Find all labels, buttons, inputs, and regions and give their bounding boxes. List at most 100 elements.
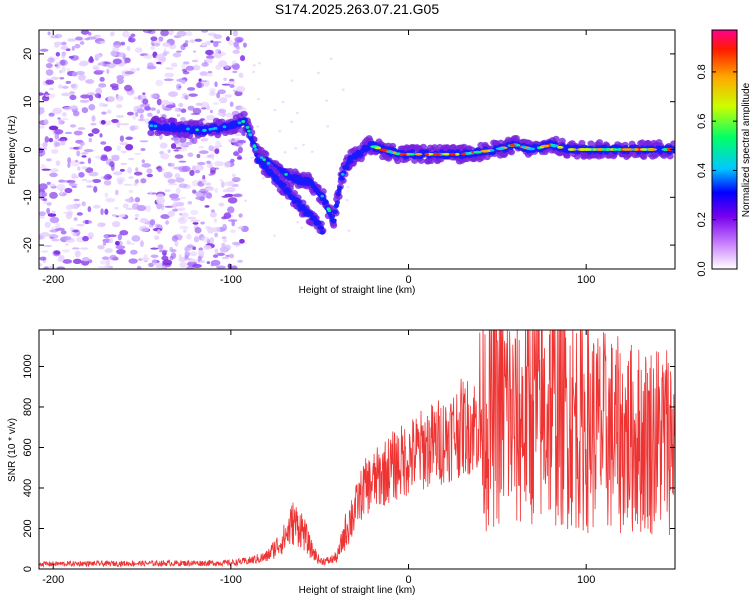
spectral-blob — [140, 240, 144, 248]
spectral-blob — [71, 45, 75, 51]
ridge-core — [259, 156, 264, 160]
spectral-blob — [73, 217, 78, 221]
spectral-blob — [69, 124, 77, 128]
spectral-blob — [81, 257, 90, 262]
spectral-blob — [181, 63, 186, 69]
spectral-blob — [87, 31, 92, 36]
spectral-blob — [225, 112, 234, 118]
spectral-blob — [47, 213, 57, 217]
ridge-mid — [335, 191, 341, 197]
spectral-blob — [148, 262, 154, 268]
spectral-blob — [111, 220, 121, 228]
spectral-blob — [163, 172, 168, 176]
ridge-core — [208, 127, 213, 131]
spectral-blob — [141, 159, 145, 164]
spectral-blob — [186, 87, 196, 91]
ridge-core — [253, 148, 258, 151]
spectral-blob — [99, 102, 105, 108]
spectral-blob — [171, 235, 179, 242]
spectral-blob — [100, 141, 107, 145]
spectral-blob — [198, 150, 209, 155]
spectral-blob — [179, 225, 189, 230]
spectral-blob — [92, 66, 100, 71]
spectral-blob — [96, 70, 105, 73]
x-tick-label: -200 — [42, 274, 64, 286]
spectral-blob — [57, 138, 65, 142]
spectral-blob — [155, 54, 165, 61]
spectral-blob — [72, 110, 80, 117]
spectral-blob — [65, 80, 72, 84]
y-tick-label: 400 — [22, 479, 34, 497]
spectral-blob — [116, 248, 126, 255]
spectral-blob — [172, 52, 182, 58]
spectral-blob — [99, 40, 106, 44]
spectral-blob — [75, 36, 83, 41]
spectral-blob — [97, 244, 105, 250]
spectral-blob — [252, 70, 256, 74]
spectral-blob — [157, 244, 164, 250]
spectral-blob — [83, 148, 94, 153]
ridge-mid — [286, 189, 292, 194]
spectral-blob — [79, 99, 90, 103]
spectral-blob — [235, 86, 246, 93]
spectral-blob — [61, 112, 67, 117]
spectral-blob — [186, 266, 195, 269]
ridge-mid — [323, 199, 329, 205]
spectral-blob — [50, 34, 59, 39]
ridge-core — [454, 152, 460, 156]
spectral-blob — [214, 232, 218, 238]
spectral-blob — [188, 258, 196, 263]
spectral-blob — [206, 261, 211, 265]
spectral-blob — [178, 254, 182, 260]
spectral-blob — [80, 247, 89, 250]
spectral-blob — [42, 141, 48, 148]
spectral-blob — [93, 186, 98, 193]
spectral-blob — [163, 78, 174, 82]
spectral-blob — [115, 245, 126, 250]
spectral-blob — [227, 197, 238, 204]
spectral-blob — [197, 161, 206, 166]
spectral-blob — [64, 187, 73, 194]
spectral-blob — [72, 233, 77, 237]
spectral-blob — [182, 42, 189, 48]
spectral-blob — [146, 173, 153, 178]
spectral-blob — [178, 165, 188, 173]
spectral-blob — [158, 36, 164, 42]
spectral-blob — [112, 171, 123, 176]
spectral-blob — [43, 119, 49, 125]
spectral-blob — [290, 79, 294, 82]
spectral-blob — [125, 143, 134, 151]
spectral-blob — [91, 128, 100, 135]
spectral-blob — [206, 192, 212, 199]
spectral-blob — [200, 107, 208, 110]
spectral-blob — [134, 213, 140, 218]
spectral-blob — [61, 66, 66, 73]
spectral-blob — [180, 142, 186, 147]
spectral-blob — [210, 259, 221, 266]
spectral-blob — [187, 201, 193, 205]
spectral-blob — [174, 154, 184, 159]
spectral-blob — [53, 250, 61, 255]
spectral-blob — [87, 206, 92, 213]
spectral-blob — [100, 208, 104, 216]
spectral-blob — [55, 141, 61, 147]
spectrogram-x-axis-title: Height of straight line (km) — [299, 285, 416, 296]
spectral-blob — [161, 255, 169, 261]
spectral-blob — [45, 69, 54, 76]
spectral-blob — [88, 171, 99, 177]
spectral-blob — [209, 167, 217, 173]
spectral-blob — [112, 44, 121, 49]
ridge-core — [245, 126, 250, 129]
spectral-blob — [119, 168, 125, 172]
ridge-core — [222, 125, 227, 129]
spectral-blob — [107, 95, 115, 103]
spectral-blob — [220, 52, 226, 56]
ridge-core — [647, 148, 658, 151]
spectral-blob — [46, 202, 52, 206]
spectral-blob — [197, 249, 205, 257]
spectral-blob — [150, 254, 159, 258]
spectral-blob — [210, 40, 214, 43]
spectral-blob — [96, 54, 102, 59]
spectral-blob — [135, 167, 139, 172]
spectral-blob — [48, 112, 55, 117]
